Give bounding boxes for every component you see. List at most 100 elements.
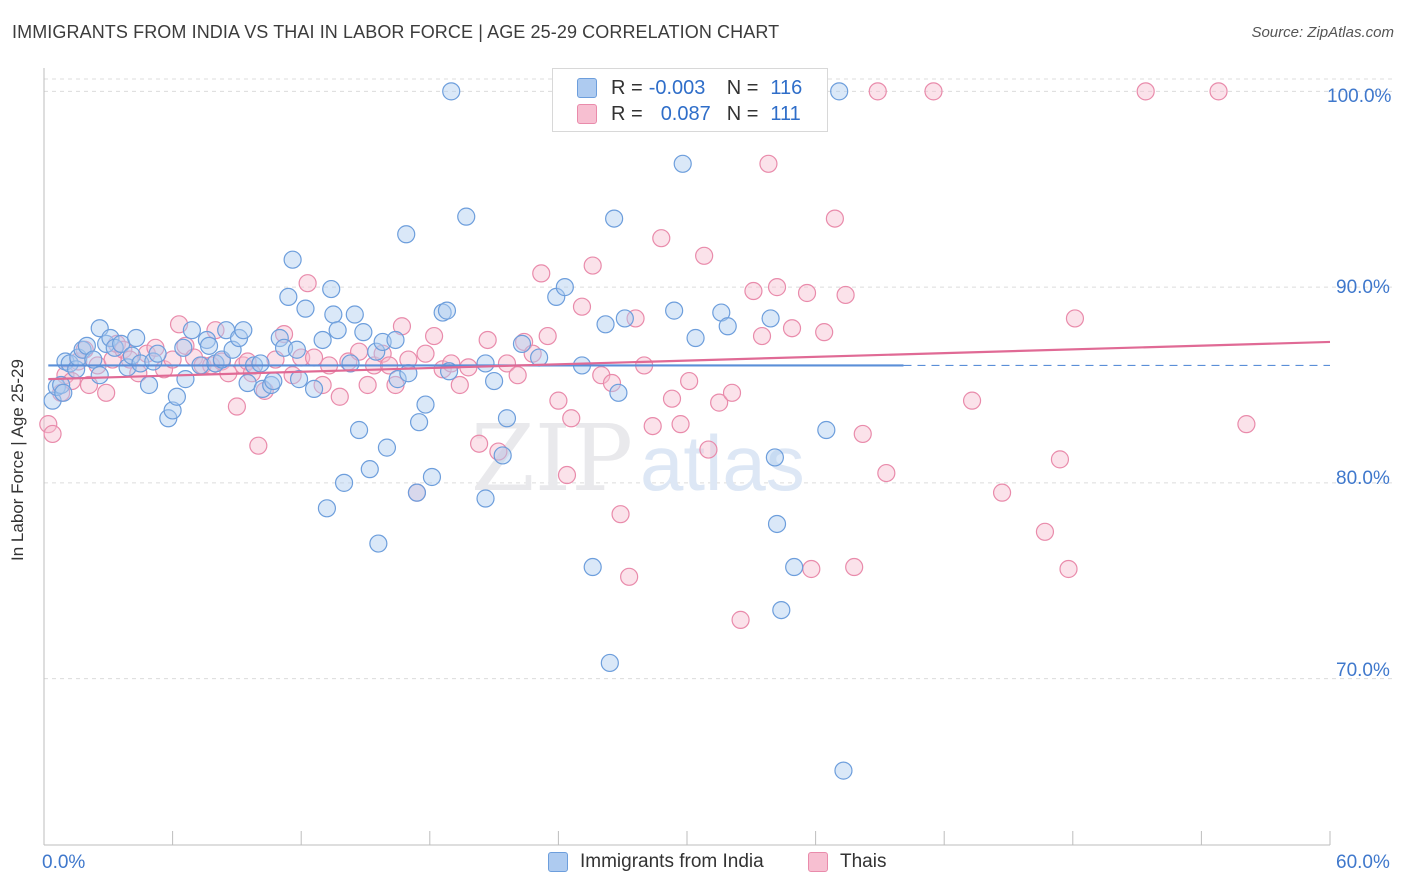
legend-item-india[interactable]: Immigrants from India xyxy=(548,851,764,873)
y-tick-label: 70.0% xyxy=(1336,660,1390,681)
india-point xyxy=(174,338,193,357)
india-point xyxy=(497,409,517,428)
india-point xyxy=(324,305,343,324)
thais-swatch xyxy=(808,852,828,872)
legend-row-india: R = -0.003 N = 116 xyxy=(577,75,802,101)
thais-point xyxy=(802,559,821,579)
thais-point xyxy=(497,354,517,373)
watermark-atlas: atlas xyxy=(640,419,805,507)
india-n-value: 116 xyxy=(770,76,803,99)
india-point xyxy=(442,82,461,101)
thais-point xyxy=(304,348,324,367)
india-point xyxy=(409,413,429,432)
india-point xyxy=(718,317,737,336)
india-point xyxy=(834,761,853,780)
thais-point xyxy=(699,440,718,459)
watermark-zip: ZIP xyxy=(471,405,633,512)
thais-point xyxy=(671,415,690,434)
thais-trend-line xyxy=(48,340,1331,381)
india-point xyxy=(485,371,504,391)
thais-point xyxy=(43,424,62,444)
legend-label-thais: Thais xyxy=(840,851,887,872)
chart-title: IMMIGRANTS FROM INDIA VS THAI IN LABOR F… xyxy=(12,22,780,42)
thais-point xyxy=(1209,82,1228,101)
thais-point xyxy=(602,373,622,393)
r-label: R = xyxy=(611,76,643,99)
india-point xyxy=(367,342,386,361)
india-point xyxy=(84,350,103,369)
india-point xyxy=(317,499,337,518)
thais-point xyxy=(1050,450,1070,469)
axes xyxy=(43,68,1331,846)
y-tick-label: 80.0% xyxy=(1336,468,1390,489)
india-point xyxy=(334,473,354,492)
thais-point xyxy=(695,246,714,265)
watermark: ZIP atlas xyxy=(471,405,805,512)
thais-point xyxy=(652,229,671,248)
india-point xyxy=(476,489,495,508)
thais-point xyxy=(962,391,982,410)
india-point xyxy=(686,328,705,348)
india-point xyxy=(609,383,628,402)
india-point xyxy=(765,448,784,467)
n-label: N = xyxy=(726,76,759,99)
thais-point xyxy=(759,154,778,173)
india-point xyxy=(270,328,289,348)
thais-point xyxy=(97,383,116,402)
x-tick-label: 0.0% xyxy=(42,852,86,873)
india-point xyxy=(289,370,309,389)
thais-point xyxy=(680,371,699,391)
thais-point xyxy=(39,415,58,434)
thais-point xyxy=(868,82,887,101)
india-point xyxy=(279,287,298,306)
india-point xyxy=(349,420,369,440)
thais-n-value: 111 xyxy=(770,102,801,125)
india-r-value: -0.003 xyxy=(648,76,706,99)
thais-point xyxy=(358,375,377,395)
india-point xyxy=(785,557,804,577)
india-point xyxy=(167,387,186,406)
thais-point xyxy=(797,283,817,303)
india-swatch xyxy=(548,852,568,872)
thais-point xyxy=(877,463,896,483)
india-point xyxy=(407,483,427,502)
thais-point xyxy=(298,274,317,293)
y-tick-label: 100.0% xyxy=(1327,86,1392,107)
india-point xyxy=(354,323,373,342)
india-point xyxy=(377,438,397,457)
india-point xyxy=(313,330,332,350)
india-point xyxy=(512,334,532,353)
thais-point xyxy=(469,434,489,453)
thais-point xyxy=(1059,559,1078,579)
india-point xyxy=(234,321,253,340)
india-point xyxy=(437,301,457,320)
legend-item-thais[interactable]: Thais xyxy=(808,851,886,873)
india-point xyxy=(296,299,315,318)
india-point xyxy=(493,446,512,465)
thais-point xyxy=(532,264,551,283)
thais-swatch xyxy=(577,104,597,124)
india-point xyxy=(673,154,692,173)
india-point xyxy=(345,305,364,324)
india-point xyxy=(54,383,73,402)
thais-point xyxy=(722,383,742,402)
legend-row-thais: R = 0.087 N = 111 xyxy=(577,101,801,127)
thais-point xyxy=(562,409,581,428)
india-point xyxy=(127,328,146,348)
thais-point xyxy=(815,323,834,342)
thais-point xyxy=(1035,522,1055,541)
thais-point xyxy=(643,416,662,436)
thais-point xyxy=(1237,415,1256,434)
india-point xyxy=(397,225,416,244)
thais-point xyxy=(782,319,802,338)
n-label: N = xyxy=(726,102,759,125)
thais-points xyxy=(39,82,1256,629)
thais-point xyxy=(992,483,1012,502)
india-point xyxy=(476,354,495,373)
india-point xyxy=(139,375,159,395)
india-swatch xyxy=(577,78,597,98)
thais-point xyxy=(538,326,557,346)
india-point xyxy=(148,344,167,363)
thais-point xyxy=(583,256,602,275)
thais-point xyxy=(662,389,682,408)
